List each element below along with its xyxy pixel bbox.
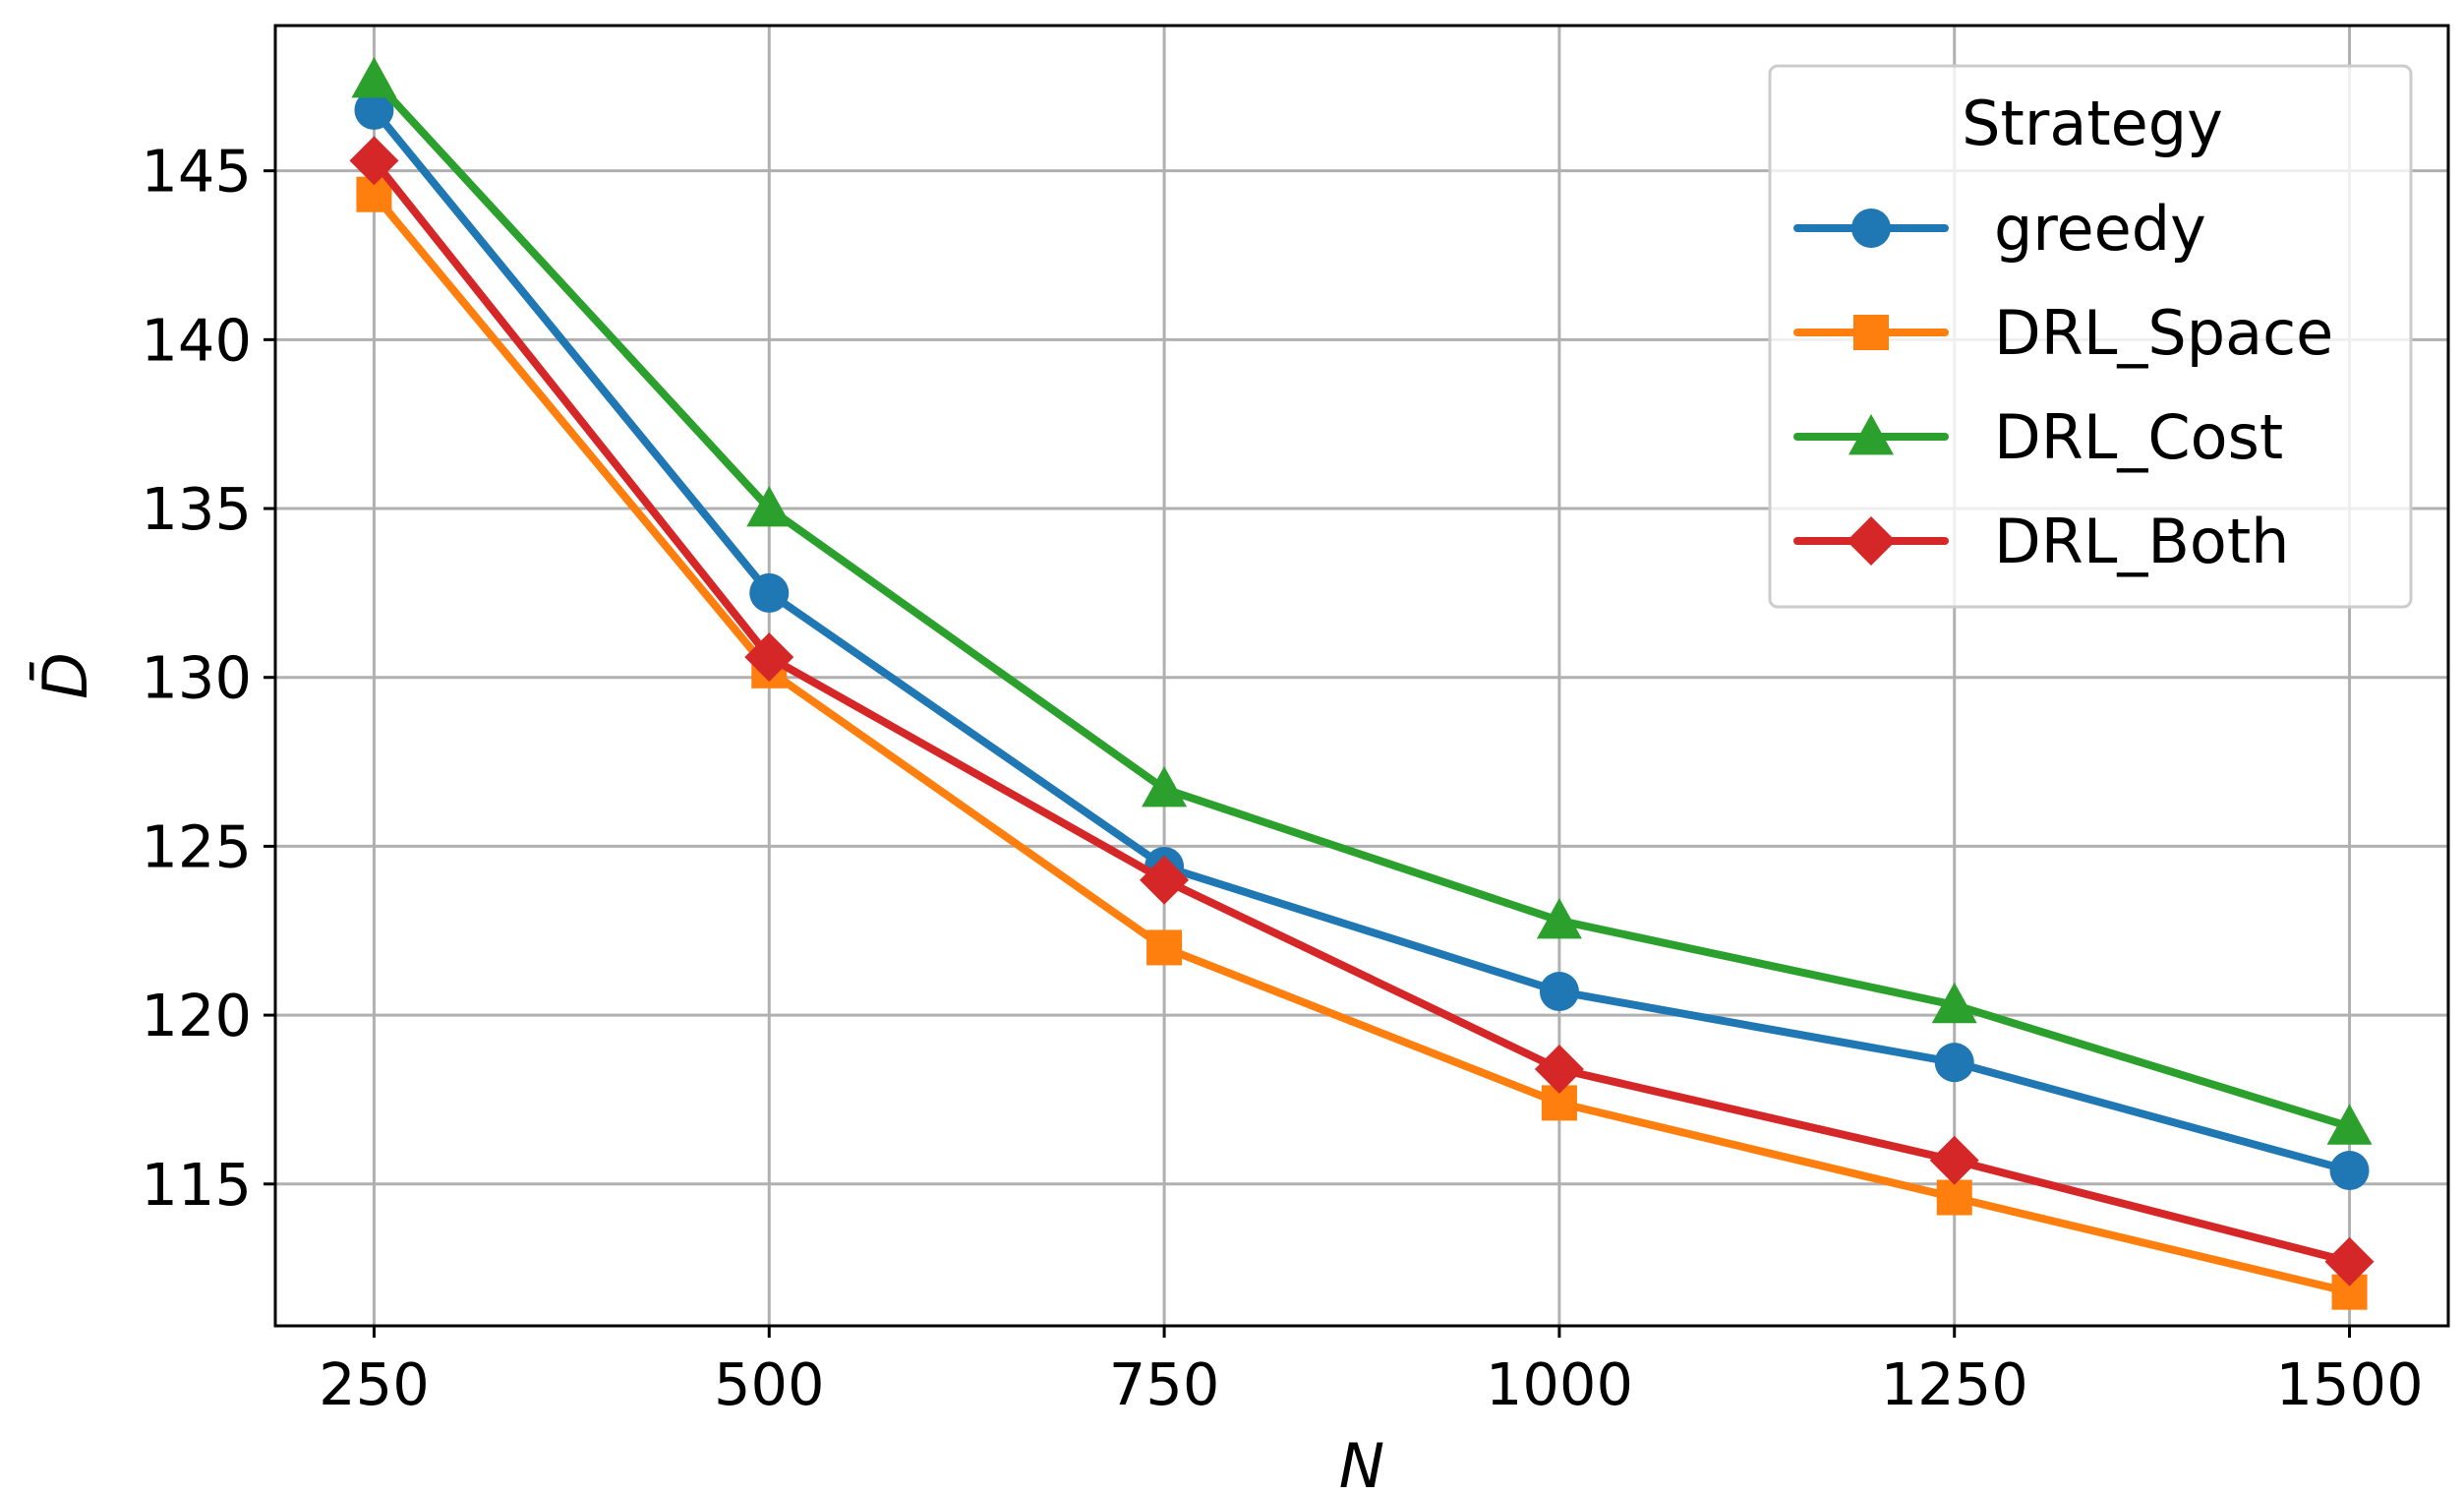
y-tick-label: 125 — [141, 812, 252, 880]
y-tick-label: 130 — [141, 644, 252, 712]
y-tick-label: 145 — [141, 138, 252, 206]
x-tick-label: 250 — [319, 1350, 430, 1418]
series-line — [370, 156, 2354, 1266]
data-point-square — [1936, 1179, 1972, 1216]
legend-entries: greedy DRL_Space DRL_Cost DRL_Both — [1793, 193, 2333, 577]
legend-entry: greedy — [1793, 193, 2206, 265]
data-point-diamond — [744, 632, 794, 683]
x-tick-label: 1000 — [1486, 1350, 1633, 1418]
data-point-triangle — [351, 56, 397, 98]
axis-ticks: 250 500 750 1000 1250 1500 115 120 125 130 135 140 1… — [141, 138, 2423, 1418]
data-point-diamond — [1140, 855, 1190, 905]
x-tick-label: 1500 — [2275, 1350, 2423, 1418]
data-point-triangle — [1142, 766, 1188, 808]
legend-label: DRL_Space — [1994, 297, 2333, 369]
data-point-triangle — [746, 486, 792, 527]
series-line — [370, 105, 2354, 1175]
legend: Strategy greedy DRL_Space DRL_Cost DRL_Both — [1768, 64, 2413, 609]
legend-swatch-marker — [1848, 414, 1894, 455]
legend-label: DRL_Both — [1994, 506, 2289, 577]
series-lines — [349, 56, 2375, 1310]
data-point-circle — [1539, 972, 1579, 1012]
x-tick-label: 750 — [1109, 1350, 1220, 1418]
y-tick-label: 115 — [141, 1151, 252, 1219]
plot-frame — [273, 24, 2450, 1328]
legend-title: Strategy — [1962, 88, 2223, 159]
data-point-diamond — [2324, 1236, 2375, 1287]
data-point-circle — [354, 90, 394, 130]
data-point-diamond — [1929, 1135, 1979, 1185]
legend-swatch-marker — [1853, 315, 1889, 350]
legend-swatch-marker — [1847, 516, 1896, 566]
y-tick-label: 135 — [141, 475, 252, 543]
series-line — [370, 75, 2354, 1131]
legend-label: DRL_Cost — [1994, 401, 2283, 473]
x-tick-label: 500 — [714, 1350, 825, 1418]
legend-box — [1768, 64, 2413, 609]
y-axis-label: D̄ — [29, 652, 101, 699]
x-tick-label: 1250 — [1881, 1350, 2028, 1418]
series-drl-cost — [351, 56, 2373, 1145]
data-point-square — [1146, 929, 1183, 966]
data-point-triangle — [1931, 982, 1977, 1024]
series-line — [370, 190, 2354, 1296]
legend-label: greedy — [1994, 193, 2206, 265]
legend-entry: DRL_Space — [1793, 297, 2333, 369]
y-tick-label: 140 — [141, 306, 252, 374]
legend-swatch-marker — [1851, 209, 1891, 248]
data-point-circle — [1934, 1043, 1974, 1083]
data-point-triangle — [1536, 897, 1582, 939]
series-drl-both — [349, 136, 2375, 1287]
data-point-circle — [2329, 1151, 2370, 1191]
data-point-diamond — [349, 136, 399, 186]
data-point-triangle — [2326, 1104, 2373, 1145]
data-point-circle — [749, 572, 790, 613]
x-axis-label: N — [1339, 1430, 1384, 1496]
legend-entry: DRL_Both — [1793, 506, 2289, 577]
legend-entry: DRL_Cost — [1793, 401, 2283, 473]
data-point-diamond — [1534, 1045, 1584, 1095]
series-drl-space — [356, 176, 2368, 1310]
y-tick-label: 120 — [141, 982, 252, 1049]
